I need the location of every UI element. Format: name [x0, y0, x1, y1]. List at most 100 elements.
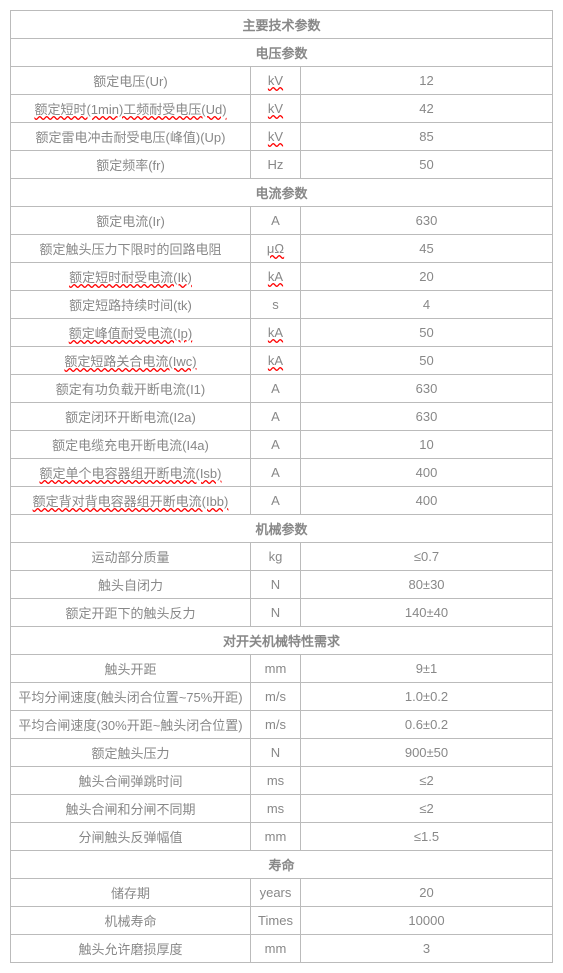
- value-cell: 20: [301, 263, 553, 291]
- param-cell: 额定雷电冲击耐受电压(峰值)(Up): [11, 123, 251, 151]
- table-row: 额定闭环开断电流(I2a)A630: [11, 403, 553, 431]
- unit-cell: Times: [251, 907, 301, 935]
- param-cell: 触头自闭力: [11, 571, 251, 599]
- param-cell: 储存期: [11, 879, 251, 907]
- param-cell: 额定频率(fr): [11, 151, 251, 179]
- table-row: 额定电流(Ir)A630: [11, 207, 553, 235]
- value-cell: 900±50: [301, 739, 553, 767]
- param-cell: 额定短时耐受电流(Ik): [11, 263, 251, 291]
- unit-cell: Hz: [251, 151, 301, 179]
- value-cell: 10000: [301, 907, 553, 935]
- table-row: 平均合闸速度(30%开距~触头闭合位置)m/s0.6±0.2: [11, 711, 553, 739]
- unit-cell: kg: [251, 543, 301, 571]
- param-cell: 触头开距: [11, 655, 251, 683]
- param-cell: 触头合闸弹跳时间: [11, 767, 251, 795]
- param-cell: 分闸触头反弹幅值: [11, 823, 251, 851]
- unit-cell: mm: [251, 655, 301, 683]
- param-cell: 平均合闸速度(30%开距~触头闭合位置): [11, 711, 251, 739]
- table-row: 触头自闭力N80±30: [11, 571, 553, 599]
- unit-cell: m/s: [251, 683, 301, 711]
- value-cell: 42: [301, 95, 553, 123]
- param-cell: 额定电压(Ur): [11, 67, 251, 95]
- section-header-row: 电压参数: [11, 39, 553, 67]
- value-cell: ≤0.7: [301, 543, 553, 571]
- value-cell: 400: [301, 487, 553, 515]
- unit-cell: A: [251, 207, 301, 235]
- value-cell: 400: [301, 459, 553, 487]
- param-cell: 额定闭环开断电流(I2a): [11, 403, 251, 431]
- unit-cell: kV: [251, 95, 301, 123]
- value-cell: 9±1: [301, 655, 553, 683]
- table-row: 储存期years20: [11, 879, 553, 907]
- section-header-row: 电流参数: [11, 179, 553, 207]
- value-cell: ≤1.5: [301, 823, 553, 851]
- value-cell: 630: [301, 375, 553, 403]
- unit-cell: ms: [251, 767, 301, 795]
- param-cell: 额定背对背电容器组开断电流(Ibb): [11, 487, 251, 515]
- value-cell: 140±40: [301, 599, 553, 627]
- value-cell: 20: [301, 879, 553, 907]
- unit-cell: N: [251, 571, 301, 599]
- param-cell: 额定有功负载开断电流(I1): [11, 375, 251, 403]
- table-row: 额定峰值耐受电流(Ip)kA50: [11, 319, 553, 347]
- table-row: 触头开距mm9±1: [11, 655, 553, 683]
- table-row: 额定频率(fr)Hz50: [11, 151, 553, 179]
- section-header: 机械参数: [11, 515, 553, 543]
- unit-cell: ms: [251, 795, 301, 823]
- table-row: 额定背对背电容器组开断电流(Ibb)A400: [11, 487, 553, 515]
- value-cell: 12: [301, 67, 553, 95]
- table-row: 额定雷电冲击耐受电压(峰值)(Up)kV85: [11, 123, 553, 151]
- value-cell: 630: [301, 207, 553, 235]
- unit-cell: A: [251, 431, 301, 459]
- unit-cell: mm: [251, 823, 301, 851]
- unit-cell: kA: [251, 263, 301, 291]
- value-cell: 630: [301, 403, 553, 431]
- param-cell: 运动部分质量: [11, 543, 251, 571]
- param-cell: 额定单个电容器组开断电流(Isb): [11, 459, 251, 487]
- unit-cell: kV: [251, 123, 301, 151]
- param-cell: 平均分闸速度(触头闭合位置~75%开距): [11, 683, 251, 711]
- param-cell: 额定电流(Ir): [11, 207, 251, 235]
- unit-cell: A: [251, 403, 301, 431]
- table-row: 触头允许磨损厚度mm3: [11, 935, 553, 963]
- table-row: 额定短路持续时间(tk)s4: [11, 291, 553, 319]
- unit-cell: A: [251, 459, 301, 487]
- table-row: 额定短路关合电流(Iwc)kA50: [11, 347, 553, 375]
- table-row: 机械寿命Times10000: [11, 907, 553, 935]
- table-row: 额定电缆充电开断电流(I4a)A10: [11, 431, 553, 459]
- param-cell: 额定峰值耐受电流(Ip): [11, 319, 251, 347]
- table-row: 平均分闸速度(触头闭合位置~75%开距)m/s1.0±0.2: [11, 683, 553, 711]
- section-header: 电流参数: [11, 179, 553, 207]
- table-row: 额定电压(Ur)kV12: [11, 67, 553, 95]
- value-cell: 45: [301, 235, 553, 263]
- unit-cell: mm: [251, 935, 301, 963]
- param-cell: 额定电缆充电开断电流(I4a): [11, 431, 251, 459]
- unit-cell: s: [251, 291, 301, 319]
- unit-cell: kA: [251, 347, 301, 375]
- table-row: 额定单个电容器组开断电流(Isb)A400: [11, 459, 553, 487]
- value-cell: 0.6±0.2: [301, 711, 553, 739]
- unit-cell: A: [251, 375, 301, 403]
- table-row: 额定触头压力下限时的回路电阻μΩ45: [11, 235, 553, 263]
- value-cell: ≤2: [301, 767, 553, 795]
- table-row: 触头合闸和分闸不同期ms≤2: [11, 795, 553, 823]
- value-cell: 50: [301, 151, 553, 179]
- param-cell: 额定触头压力下限时的回路电阻: [11, 235, 251, 263]
- unit-cell: A: [251, 487, 301, 515]
- value-cell: 10: [301, 431, 553, 459]
- section-header: 电压参数: [11, 39, 553, 67]
- table-row: 额定短时(1min)工频耐受电压(Ud)kV42: [11, 95, 553, 123]
- param-cell: 额定短路关合电流(Iwc): [11, 347, 251, 375]
- section-header-row: 对开关机械特性需求: [11, 627, 553, 655]
- param-cell: 触头允许磨损厚度: [11, 935, 251, 963]
- value-cell: 85: [301, 123, 553, 151]
- value-cell: 4: [301, 291, 553, 319]
- section-header-row: 寿命: [11, 851, 553, 879]
- param-cell: 额定短时(1min)工频耐受电压(Ud): [11, 95, 251, 123]
- table-row: 运动部分质量kg≤0.7: [11, 543, 553, 571]
- table-row: 触头合闸弹跳时间ms≤2: [11, 767, 553, 795]
- value-cell: 80±30: [301, 571, 553, 599]
- table-row: 额定触头压力N900±50: [11, 739, 553, 767]
- table-title-row: 主要技术参数: [11, 11, 553, 39]
- unit-cell: m/s: [251, 711, 301, 739]
